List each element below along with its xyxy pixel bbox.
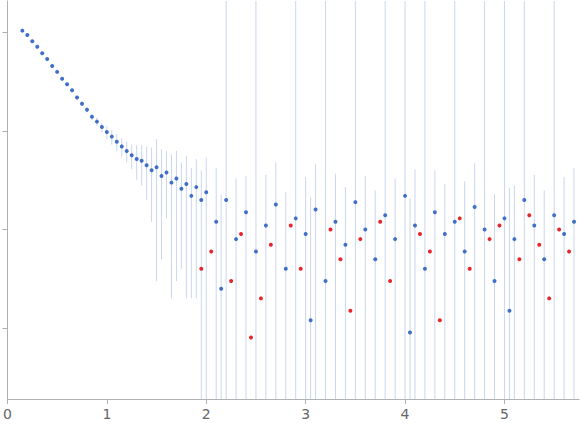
- svg-text:0: 0: [3, 406, 12, 422]
- svg-text:1: 1: [102, 406, 111, 422]
- svg-text:3: 3: [301, 406, 310, 422]
- svg-text:5: 5: [500, 406, 509, 422]
- svg-text:2: 2: [202, 406, 211, 422]
- svg-text:4: 4: [401, 406, 410, 422]
